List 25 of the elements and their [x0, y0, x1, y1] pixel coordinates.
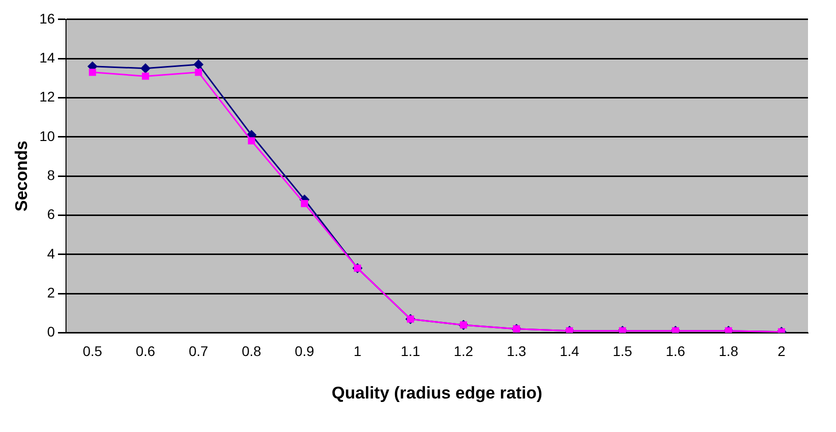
- y-axis-title: Seconds: [12, 140, 31, 212]
- x-tick-label: 1.1: [400, 343, 420, 360]
- y-tick-label: 0: [47, 324, 56, 340]
- x-tick-label: 0.8: [242, 343, 262, 360]
- y-tick-label: 4: [47, 245, 56, 262]
- y-tick-label: 14: [39, 49, 56, 66]
- x-tick-label: 1: [354, 343, 362, 360]
- y-tick-label: 12: [39, 88, 56, 105]
- x-tick-label: 2: [778, 343, 786, 360]
- x-tick-label: 0.7: [188, 343, 208, 360]
- x-tick-label: 1.8: [718, 343, 738, 360]
- x-tick-label: 1.3: [506, 343, 526, 360]
- x-tick-label: 1.5: [612, 343, 632, 360]
- y-tick-label: 6: [47, 206, 56, 222]
- x-tick-label: 0.9: [294, 343, 314, 360]
- x-axis-title: Quality (radius edge ratio): [332, 383, 542, 402]
- x-tick-label: 1.2: [454, 343, 474, 360]
- y-tick-label: 2: [47, 284, 56, 300]
- x-tick-label: 0.5: [82, 343, 102, 360]
- y-tick-label: 16: [39, 10, 56, 26]
- y-tick-label: 10: [39, 128, 56, 144]
- y-tick-label: 8: [47, 166, 56, 183]
- x-tick-label: 1.6: [666, 343, 686, 360]
- x-tick-label: 1.4: [560, 343, 580, 360]
- x-tick-label: 0.6: [136, 343, 156, 360]
